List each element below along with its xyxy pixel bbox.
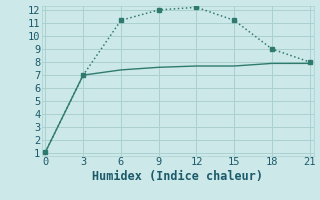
X-axis label: Humidex (Indice chaleur): Humidex (Indice chaleur) — [92, 170, 263, 183]
